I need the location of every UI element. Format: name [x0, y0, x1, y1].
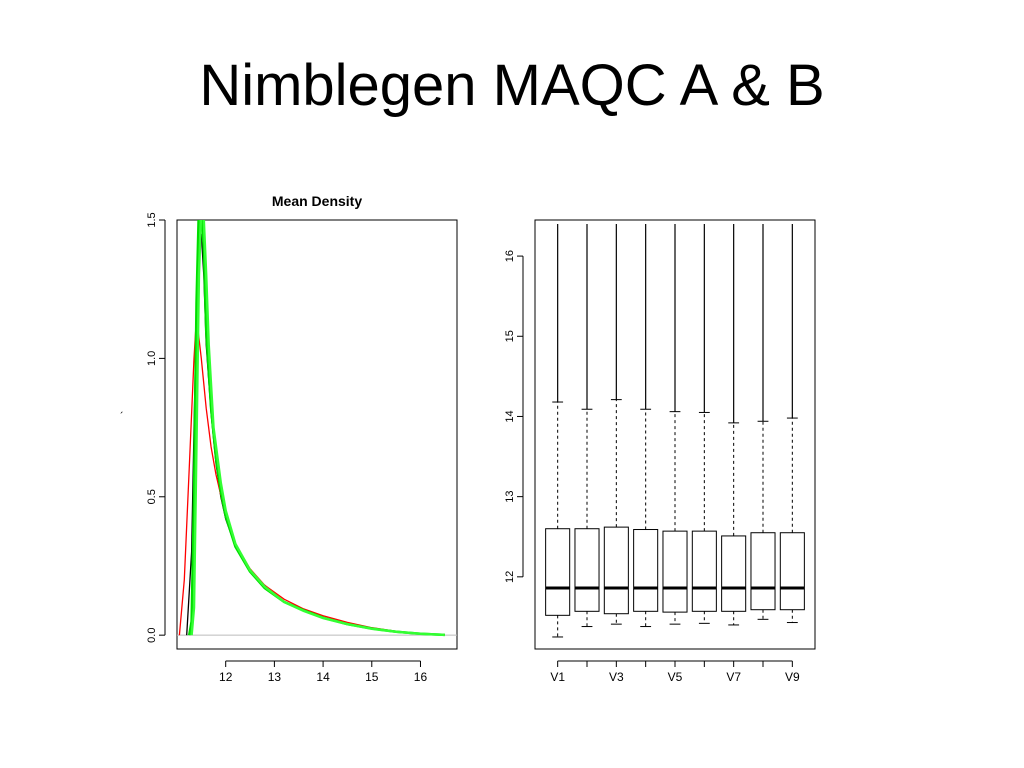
boxplot-x-tick-label: V1: [550, 670, 565, 684]
boxplot-y-tick-label: 15: [504, 330, 516, 342]
boxplot-box: [750, 532, 776, 611]
boxplot-x-tick-label: V3: [609, 670, 624, 684]
density-y-tick-label: 1.5: [146, 212, 158, 227]
boxplot-box-group: [721, 224, 747, 626]
density-y-tick-label: 0.0: [146, 628, 158, 643]
boxplot-y-tick-label: 13: [504, 491, 516, 503]
boxplot-box: [633, 529, 659, 612]
boxplot-x-tick-label: V5: [668, 670, 683, 684]
boxplot-chart: [517, 219, 816, 667]
boxplot-x-tick-label: V9: [785, 670, 800, 684]
boxplot-box-group: [779, 224, 805, 624]
slide-title: Nimblegen MAQC A & B: [199, 53, 825, 118]
density-x-tick-label: 13: [268, 670, 282, 684]
boxplot-box: [779, 532, 805, 611]
boxplot-box-group: [574, 224, 600, 628]
density-y-tick-label: 0.5: [146, 489, 158, 504]
density-series-line: [187, 220, 445, 637]
density-x-tick-label: 12: [219, 670, 233, 684]
boxplot-box: [574, 528, 600, 612]
boxplot-box-group: [545, 224, 571, 638]
boxplot-y-tick-label: 12: [504, 571, 516, 583]
density-y-tick-label: 1.0: [146, 351, 158, 366]
density-chart: [159, 219, 458, 667]
density-chart-title: Mean Density: [272, 193, 362, 209]
density-x-tick-label: 14: [316, 670, 330, 684]
boxplot-box: [603, 526, 629, 615]
boxplot-box-group: [633, 224, 659, 628]
boxplot-x-tick-label: V7: [726, 670, 741, 684]
boxplot-box-group: [603, 224, 629, 625]
boxplot-box-group: [750, 224, 776, 620]
boxplot-box: [721, 535, 747, 612]
density-x-tick-label: 16: [414, 670, 428, 684]
density-x-tick-label: 15: [365, 670, 379, 684]
boxplot-box-group: [691, 224, 717, 624]
density-series-line: [186, 233, 445, 636]
boxplot-box: [691, 530, 717, 612]
boxplot-y-tick-label: 14: [504, 410, 516, 422]
boxplot-box-group: [662, 224, 688, 625]
boxplot-y-tick-label: 16: [504, 250, 516, 262]
density-plot-frame: [176, 219, 458, 650]
boxplot-box: [545, 528, 571, 616]
boxplot-frame: [534, 219, 816, 650]
density-y-axis-mark: ´: [120, 411, 124, 423]
density-series-line: [190, 220, 445, 637]
boxplot-box: [662, 530, 688, 613]
